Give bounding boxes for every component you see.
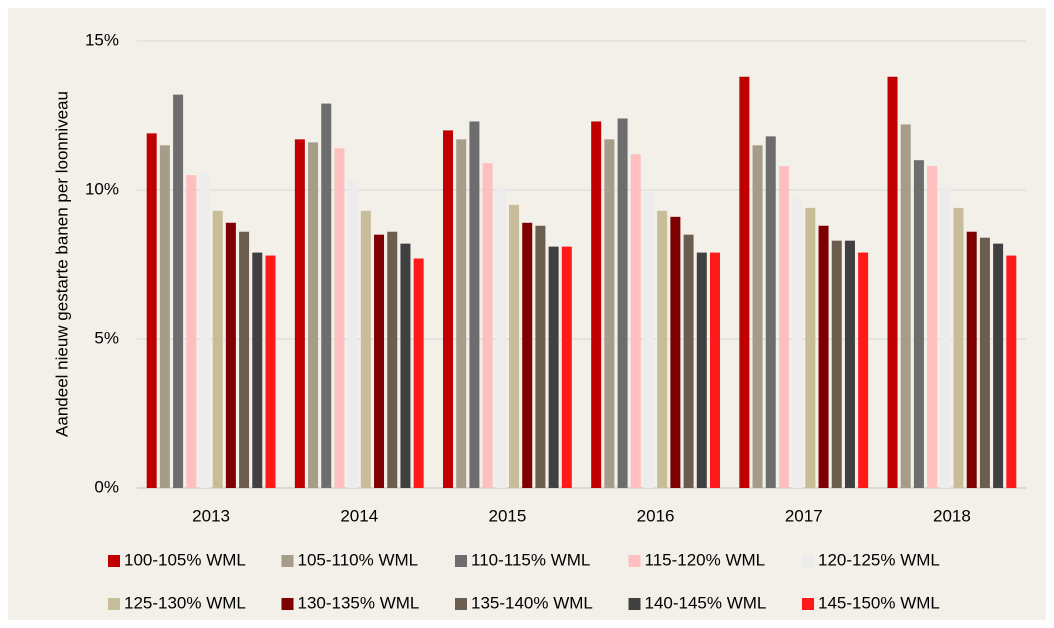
- bar: [360, 210, 371, 489]
- bar: [548, 246, 559, 488]
- bar: [495, 187, 506, 488]
- legend-swatch: [802, 598, 814, 610]
- legend-label: 100-105% WML: [124, 550, 246, 569]
- bar: [630, 154, 641, 489]
- bar: [683, 234, 694, 488]
- bar: [443, 130, 454, 488]
- bar: [696, 252, 707, 488]
- bar: [173, 94, 184, 488]
- legend-label: 115-120% WML: [645, 550, 766, 569]
- bar: [413, 258, 424, 488]
- bar: [321, 103, 332, 488]
- x-tick-label: 2017: [785, 506, 823, 525]
- bar: [818, 225, 829, 488]
- y-tick-label: 15%: [85, 30, 119, 49]
- bar: [940, 187, 951, 488]
- bar: [146, 133, 157, 488]
- bar: [374, 234, 385, 488]
- bar: [617, 118, 628, 488]
- bar: [347, 181, 358, 488]
- legend-swatch: [108, 598, 120, 610]
- y-tick-label: 10%: [85, 179, 119, 198]
- bar: [900, 124, 911, 488]
- bar: [831, 240, 842, 488]
- y-tick-label: 5%: [94, 328, 119, 347]
- bar: [844, 240, 855, 488]
- bar: [953, 207, 964, 488]
- bar: [927, 166, 938, 488]
- bar: [778, 166, 789, 488]
- bar: [1006, 255, 1017, 488]
- legend-swatch: [628, 598, 641, 610]
- legend-label: 125-130% WML: [124, 593, 246, 612]
- legend-label: 120-125% WML: [818, 550, 940, 569]
- legend-label: 110-115% WML: [471, 550, 590, 569]
- bar: [591, 121, 602, 489]
- bar: [561, 246, 572, 488]
- y-axis-title: Aandeel nieuw gestarte banen per loonniv…: [52, 91, 71, 437]
- bar: [993, 243, 1004, 488]
- bar: [709, 252, 720, 488]
- legend-swatch: [455, 555, 467, 567]
- legend-swatch: [628, 555, 641, 567]
- bar: [792, 198, 803, 488]
- legend-swatch: [281, 555, 294, 567]
- bar: [535, 225, 546, 488]
- bar: [199, 172, 210, 488]
- legend-swatch: [802, 555, 814, 567]
- bar: [643, 192, 654, 489]
- bar: [858, 252, 869, 488]
- bar: [739, 76, 750, 488]
- x-tick-label: 2013: [192, 506, 230, 525]
- bar: [239, 231, 250, 488]
- bar: [308, 142, 319, 488]
- x-tick-label: 2018: [933, 506, 971, 525]
- bar: [456, 139, 467, 488]
- bar: [387, 231, 398, 488]
- bar: [482, 163, 493, 488]
- bar: [159, 145, 170, 489]
- bar: [913, 160, 924, 488]
- bar: [265, 255, 276, 488]
- bar: [522, 222, 533, 488]
- legend-label: 130-135% WML: [298, 593, 420, 612]
- y-tick-label: 0%: [94, 477, 119, 496]
- x-tick-label: 2015: [489, 506, 527, 525]
- bar: [887, 76, 898, 488]
- bar: [400, 243, 411, 488]
- bar: [805, 207, 816, 488]
- bar: [186, 175, 197, 488]
- bar: [509, 204, 520, 488]
- bar: [979, 237, 990, 488]
- bar: [670, 216, 681, 488]
- x-tick-label: 2014: [340, 506, 378, 525]
- bar: [765, 136, 776, 489]
- legend-label: 140-145% WML: [645, 593, 767, 612]
- bar: [657, 210, 668, 489]
- legend-label: 135-140% WML: [471, 593, 593, 612]
- bar: [966, 231, 977, 488]
- bar: [469, 121, 480, 489]
- legend-swatch: [108, 555, 120, 567]
- bar: [334, 148, 345, 488]
- bar: [225, 222, 236, 488]
- bar: [604, 139, 615, 488]
- bar: [752, 145, 763, 489]
- x-tick-label: 2016: [637, 506, 675, 525]
- bar: [212, 210, 223, 489]
- legend-label: 145-150% WML: [818, 593, 940, 612]
- legend-swatch: [281, 598, 294, 610]
- bar: [294, 139, 305, 488]
- legend-label: 105-110% WML: [298, 550, 419, 569]
- bar: [252, 252, 263, 488]
- legend-swatch: [455, 598, 467, 610]
